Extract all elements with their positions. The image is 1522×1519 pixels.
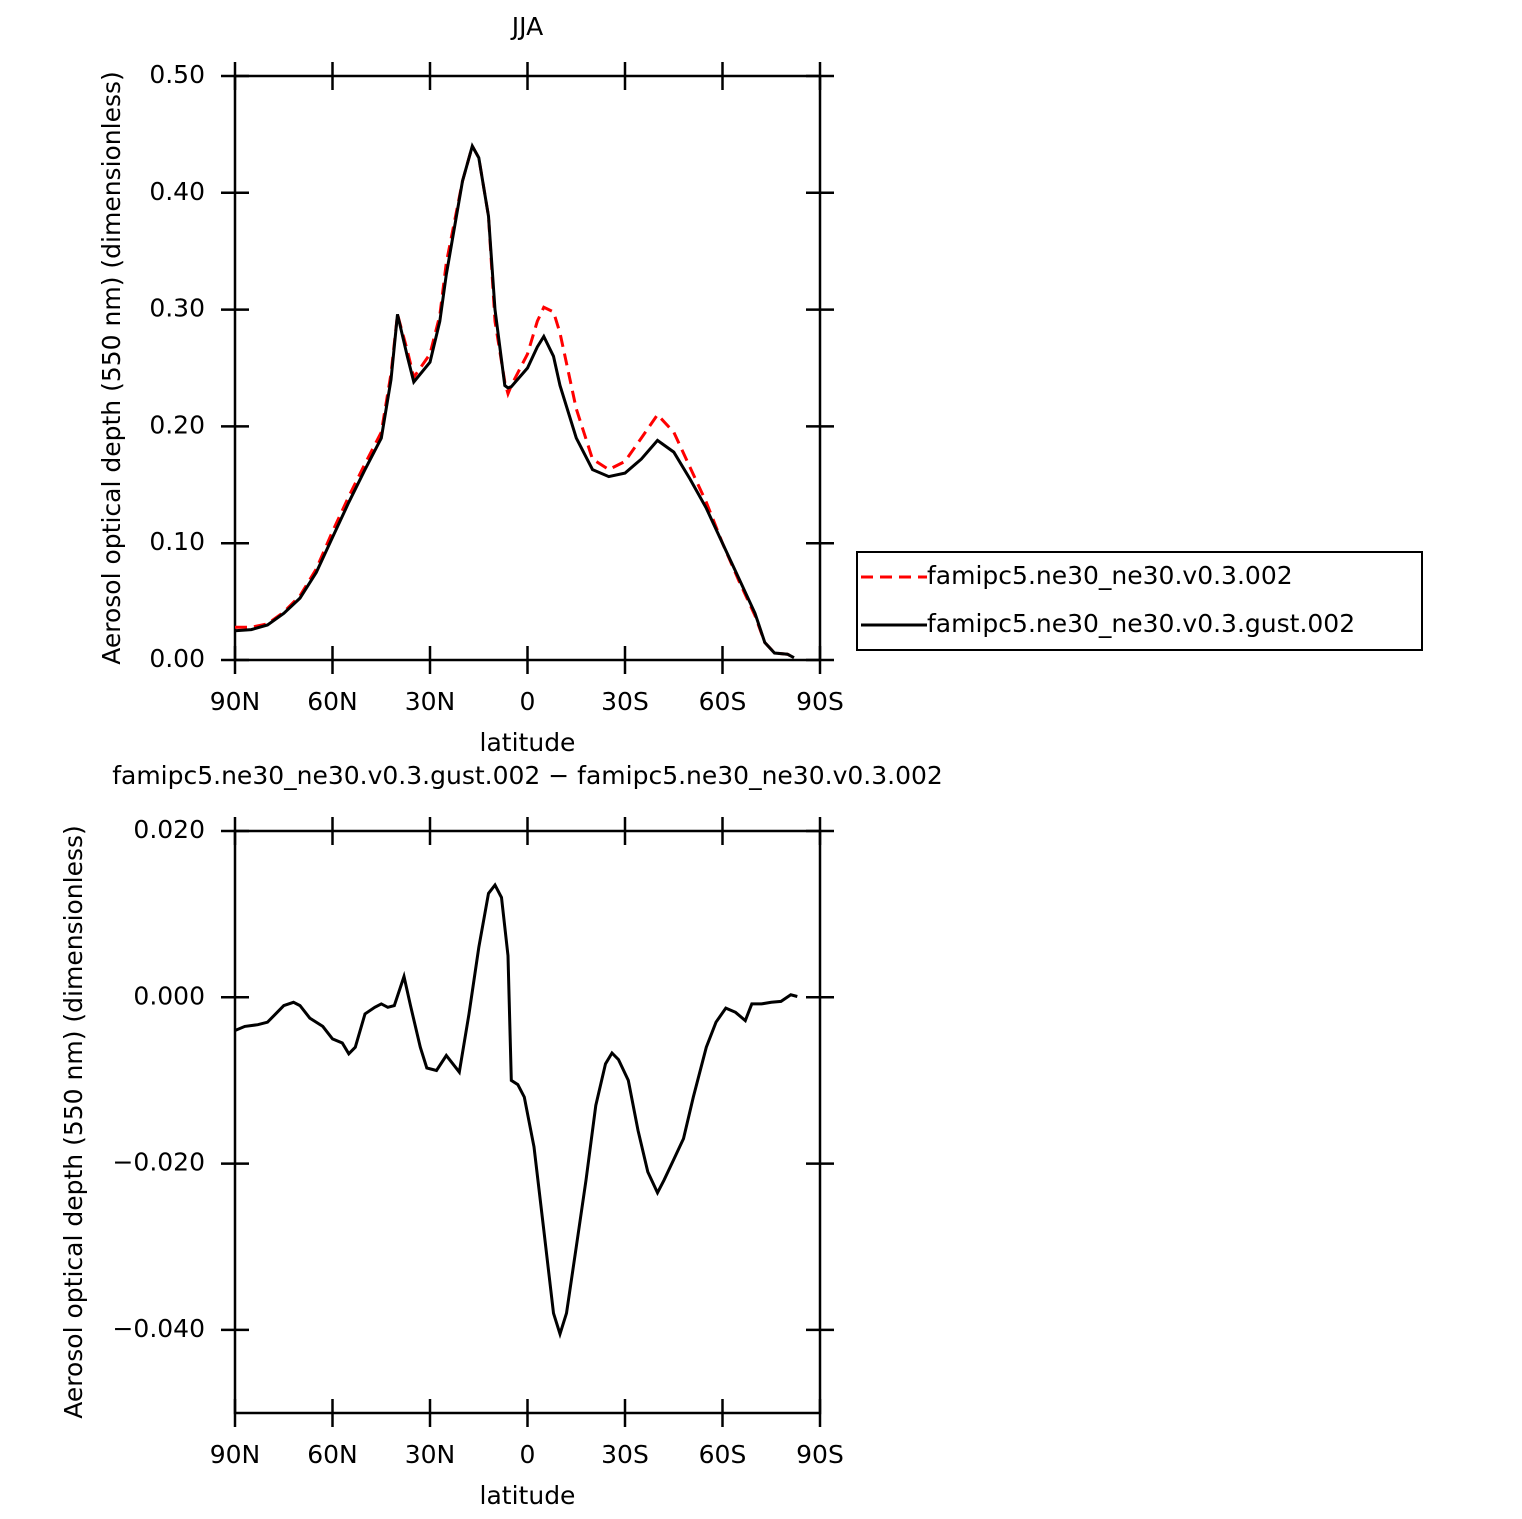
plot-frame [233, 829, 822, 1415]
x-axis-label: latitude [480, 728, 576, 757]
legend-label: famipc5.ne30_ne30.v0.3.002 [927, 561, 1293, 590]
y-tick-label: 0.50 [149, 60, 205, 89]
x-tick-label: 30S [601, 1440, 649, 1469]
legend-box [856, 551, 1423, 651]
y-tick-label: −0.040 [112, 1314, 205, 1343]
chart-title: JJA [510, 12, 543, 41]
series-line [234, 882, 798, 1340]
y-tick-label: 0.30 [149, 294, 205, 323]
y-axis-label: Aerosol optical depth (550 nm) (dimensio… [59, 825, 88, 1419]
plot-frame [233, 74, 822, 662]
x-tick-label: 60N [307, 687, 358, 716]
x-tick-label: 60S [699, 1440, 747, 1469]
y-tick-label: 0.00 [149, 644, 205, 673]
y-tick-label: 0.020 [133, 815, 205, 844]
y-tick-label: 0.20 [149, 410, 205, 439]
x-tick-label: 0 [520, 1440, 536, 1469]
x-tick-label: 90S [796, 1440, 844, 1469]
x-axis-label: latitude [480, 1481, 576, 1510]
y-tick-label: 0.40 [149, 177, 205, 206]
x-tick-label: 30S [601, 687, 649, 716]
series-line [234, 142, 795, 660]
chart-title: famipc5.ne30_ne30.v0.3.gust.002 − famipc… [112, 761, 943, 790]
x-tick-label: 60N [307, 1440, 358, 1469]
x-tick-label: 90N [210, 687, 261, 716]
y-tick-label: 0.000 [133, 981, 205, 1010]
x-tick-label: 90S [796, 687, 844, 716]
y-axis-label: Aerosol optical depth (550 nm) (dimensio… [97, 71, 126, 665]
x-tick-label: 90N [210, 1440, 261, 1469]
legend-label: famipc5.ne30_ne30.v0.3.gust.002 [927, 609, 1355, 638]
x-tick-label: 60S [699, 687, 747, 716]
y-tick-label: −0.020 [112, 1148, 205, 1177]
series-line [235, 142, 795, 660]
x-tick-label: 30N [405, 1440, 456, 1469]
x-tick-label: 30N [405, 687, 456, 716]
y-tick-label: 0.10 [149, 527, 205, 556]
x-tick-label: 0 [520, 687, 536, 716]
